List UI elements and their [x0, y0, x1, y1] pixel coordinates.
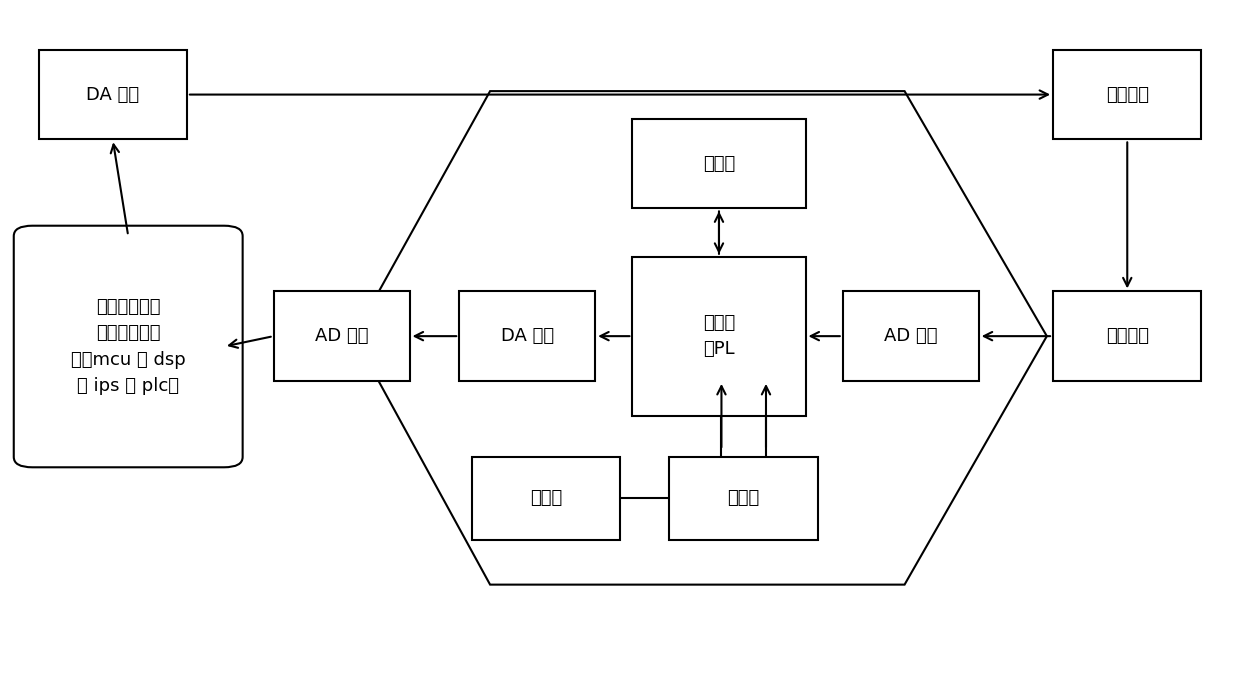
Text: AD 模块: AD 模块: [315, 327, 368, 345]
Text: 传感器: 传感器: [728, 489, 760, 507]
Bar: [632, 119, 806, 209]
Bar: [459, 291, 595, 381]
Text: 判断和控制，
工控机，计算
机（mcu 或 dsp
或 ips 或 plc）: 判断和控制， 工控机，计算 机（mcu 或 dsp 或 ips 或 plc）: [71, 298, 186, 395]
Text: DA 模块: DA 模块: [86, 85, 139, 103]
Bar: [632, 257, 806, 416]
Text: 数据采集: 数据采集: [1106, 327, 1148, 345]
Bar: [1053, 50, 1202, 139]
Bar: [274, 291, 409, 381]
Text: AD 模块: AD 模块: [884, 327, 937, 345]
Text: 控制器
（PL: 控制器 （PL: [703, 314, 735, 358]
Bar: [471, 457, 620, 540]
Bar: [843, 291, 978, 381]
Bar: [1053, 291, 1202, 381]
Bar: [38, 50, 187, 139]
Text: 执行机构: 执行机构: [1106, 85, 1148, 103]
Text: DA 模块: DA 模块: [501, 327, 554, 345]
Text: 工控机: 工控机: [703, 155, 735, 173]
Text: 传感器: 传感器: [529, 489, 562, 507]
FancyBboxPatch shape: [14, 226, 243, 467]
Bar: [670, 457, 818, 540]
